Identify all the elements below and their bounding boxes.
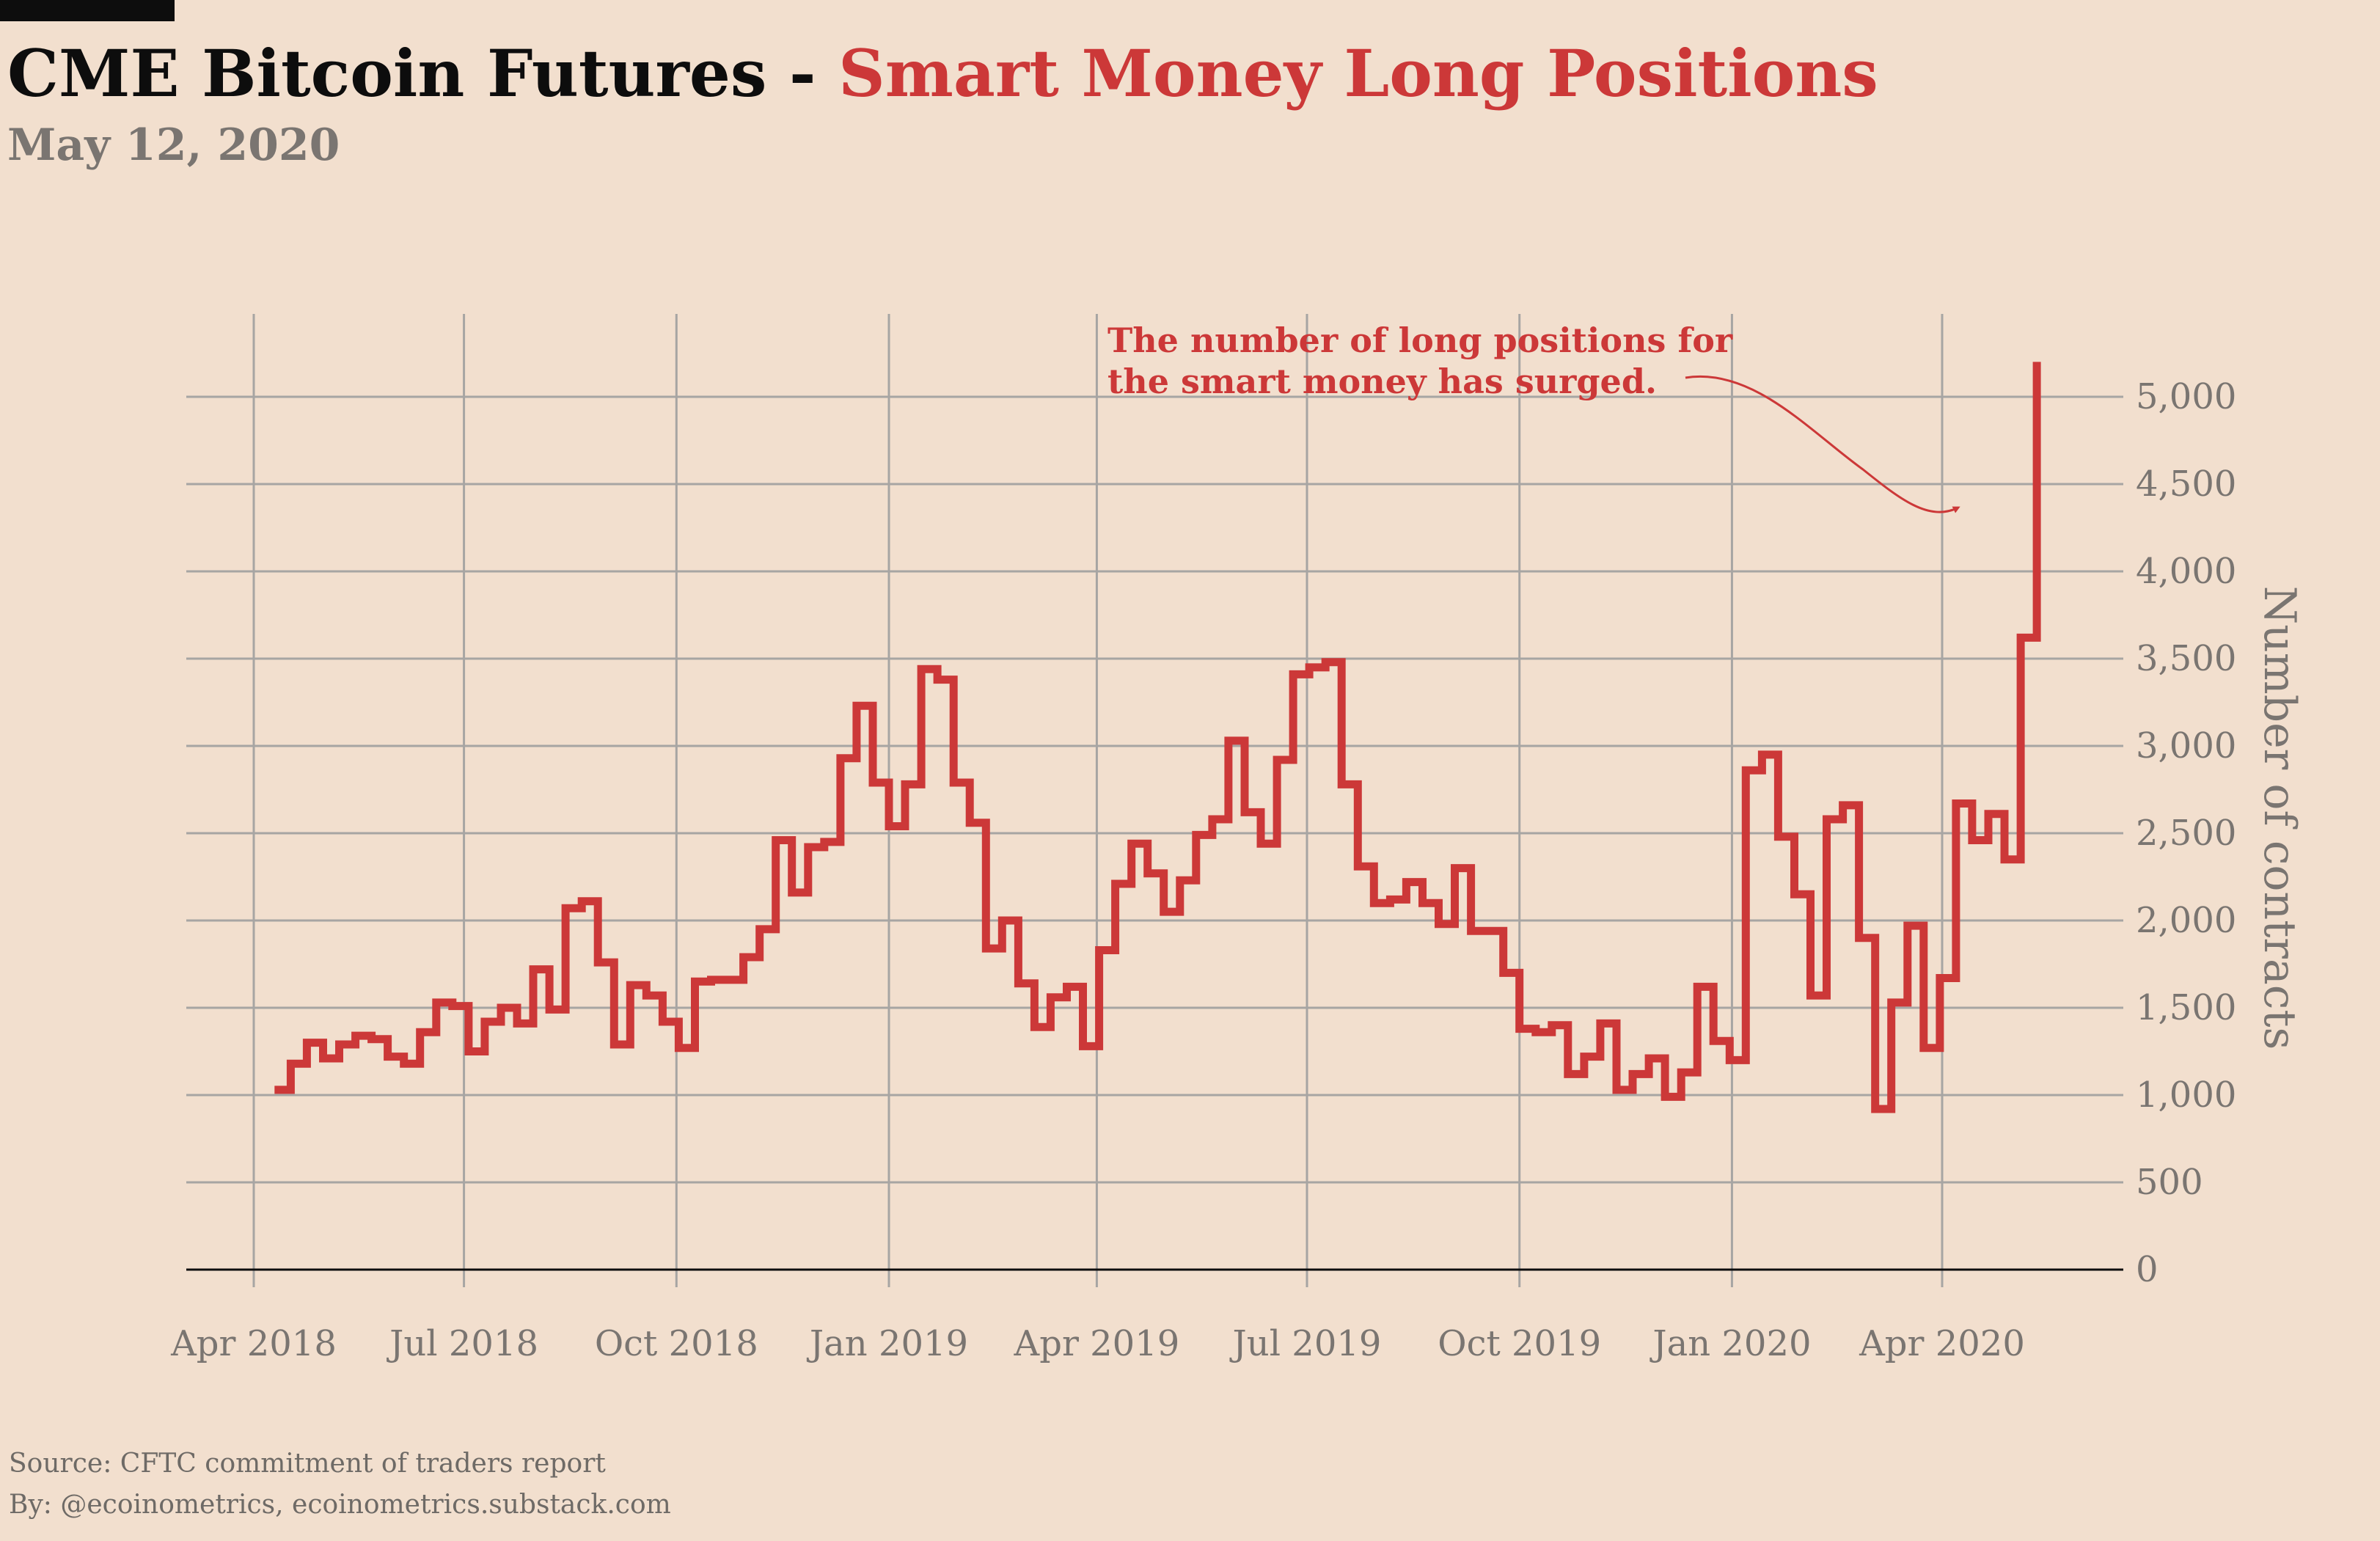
y-tick-label: 4,000 bbox=[2136, 551, 2236, 592]
annotation-line-2: the smart money has surged. bbox=[1107, 362, 1657, 401]
x-tick-label: Oct 2019 bbox=[1438, 1323, 1601, 1364]
x-tick-label: Jul 2018 bbox=[386, 1323, 538, 1364]
byline-note: By: @ecoinometrics, ecoinometrics.substa… bbox=[9, 1490, 671, 1520]
x-tick-label: Apr 2018 bbox=[170, 1323, 337, 1364]
vertical-gridlines bbox=[252, 314, 1944, 1287]
line-chart: Apr 2018 Jul 2018 Oct 2018 Jan 2019 Apr 2019… bbox=[170, 314, 2305, 1364]
annotation-line-1: The number of long positions for bbox=[1107, 321, 1733, 360]
title-main: CME Bitcoin Futures - bbox=[7, 35, 839, 111]
y-tick-label: 3,500 bbox=[2136, 638, 2236, 679]
y-tick-label: 1,500 bbox=[2136, 987, 2236, 1028]
source-note: Source: CFTC commitment of traders repor… bbox=[9, 1449, 606, 1479]
x-tick-label: Jan 2020 bbox=[1649, 1323, 1811, 1364]
corner-accent-bar bbox=[0, 0, 175, 21]
series-line bbox=[274, 362, 2041, 1113]
x-axis-tick-labels: Apr 2018 Jul 2018 Oct 2018 Jan 2019 Apr 2019… bbox=[170, 1323, 2025, 1364]
y-axis-tick-labels: 0 500 1,000 1,500 2,000 2,500 3,000 3,500 4,000 4… bbox=[2136, 376, 2236, 1290]
y-tick-label: 5,000 bbox=[2136, 376, 2236, 417]
series-line-group bbox=[274, 362, 2041, 1113]
chart-date: May 12, 2020 bbox=[7, 120, 340, 171]
y-tick-label: 2,500 bbox=[2136, 813, 2236, 854]
annotation-arrow bbox=[1685, 375, 1960, 513]
y-axis-title: Number of contracts bbox=[2254, 586, 2305, 1050]
y-tick-label: 3,000 bbox=[2136, 725, 2236, 766]
y-tick-label: 0 bbox=[2136, 1249, 2159, 1290]
y-tick-label: 4,500 bbox=[2136, 464, 2236, 505]
horizontal-gridlines bbox=[186, 395, 2123, 1184]
x-tick-label: Oct 2018 bbox=[595, 1323, 758, 1364]
title-highlight: Smart Money Long Positions bbox=[838, 35, 1878, 111]
x-tick-label: Apr 2020 bbox=[1859, 1323, 2025, 1364]
y-tick-label: 500 bbox=[2136, 1162, 2203, 1203]
y-tick-label: 1,000 bbox=[2136, 1075, 2236, 1116]
y-tick-label: 2,000 bbox=[2136, 900, 2236, 941]
chart-title: CME Bitcoin Futures - Smart Money Long P… bbox=[7, 29, 1878, 117]
x-tick-label: Jan 2019 bbox=[806, 1323, 968, 1364]
x-tick-label: Apr 2019 bbox=[1014, 1323, 1180, 1364]
x-tick-label: Jul 2019 bbox=[1229, 1323, 1382, 1364]
